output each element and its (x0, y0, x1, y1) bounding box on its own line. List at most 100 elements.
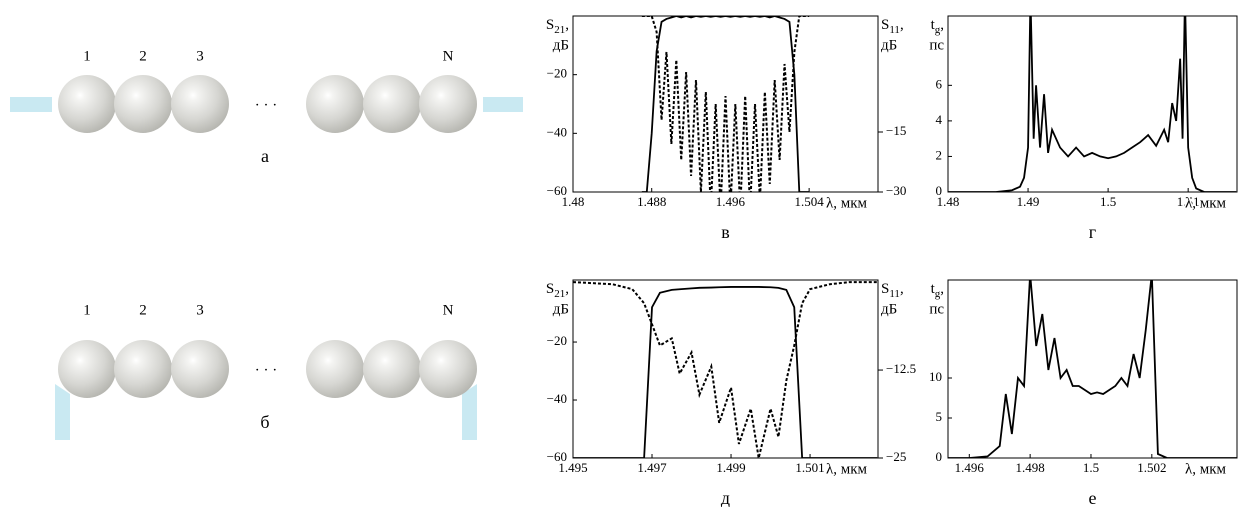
y-tick-label: −40 (547, 124, 567, 139)
x-tick-label: 1.499 (716, 460, 745, 475)
y-tick-label: 0 (936, 183, 943, 198)
axis-label: tg, (931, 281, 944, 299)
resonators (58, 75, 477, 133)
y-tick-label: 6 (936, 76, 943, 91)
axis-symbol: t (931, 17, 936, 33)
caption: в (721, 222, 730, 242)
x-tick-label: 1.502 (1137, 460, 1166, 475)
y-tick-label: −60 (547, 449, 567, 464)
x-tick-label: 1.49 (1017, 194, 1040, 209)
axis-symbol: S (881, 281, 889, 297)
caption: е (1089, 488, 1097, 507)
diagram: 1 2 3 N · · · а (10, 48, 523, 166)
caption: г (1089, 222, 1096, 242)
x-tick-label: 1.5 (1083, 460, 1099, 475)
axis-subscript: 21 (554, 24, 565, 36)
caption: б (260, 412, 269, 432)
x-tick-label: 1.51 (1177, 194, 1200, 209)
x-tick-label: 1.48 (562, 194, 585, 209)
y-tick-label: −40 (547, 391, 567, 406)
resonator-label: 2 (139, 302, 147, 318)
resonator-label: N (443, 48, 454, 64)
plot-frame (947, 15, 1238, 193)
axis-suffix: , (565, 281, 569, 297)
axis-suffix: , (900, 17, 904, 33)
resonator-label: 1 (83, 302, 91, 318)
resonator-label: 3 (196, 302, 204, 318)
x-tick-label: 1.488 (637, 194, 666, 209)
x-tick-label: 1.497 (637, 460, 667, 475)
axis-subscript: 21 (554, 288, 565, 300)
y-tick-label: 5 (936, 409, 943, 424)
axis-label: S21, (546, 281, 569, 299)
axis-unit: пс (929, 37, 944, 53)
data-line (573, 281, 878, 458)
resonators (58, 340, 477, 398)
x-tick-label: 1.495 (558, 460, 587, 475)
data-line (948, 16, 1237, 192)
waveguide (483, 97, 523, 112)
axis-symbol: S (546, 17, 554, 33)
y-tick-label: −60 (547, 183, 567, 198)
y-tick-label: −20 (547, 66, 567, 81)
resonator-label: 1 (83, 48, 91, 64)
y-tick-label: 2 (936, 147, 943, 162)
chart: 1.496 1.498 1.5 1.502 0 5 10 tg, пс λ, мкм е (929, 279, 1238, 507)
x-tick-label: 1.496 (955, 460, 985, 475)
plot-frame (947, 279, 1238, 459)
plot-frame (572, 279, 879, 459)
x-tick-label: 1.504 (795, 194, 825, 209)
waveguide (10, 97, 52, 112)
chart: 1.495 1.497 1.499 1.501−60−40−20−25−12.5S21… (546, 279, 916, 507)
data-line (641, 16, 810, 192)
x-axis-label: λ, мкм (826, 195, 868, 211)
axis-label: S11, (881, 281, 904, 299)
axis-unit: дБ (553, 37, 569, 53)
axis-unit: дБ (881, 37, 897, 53)
x-tick-label: 1.498 (1016, 460, 1045, 475)
x-axis-label: λ, мкм (826, 461, 868, 477)
ellipsis: · · · (255, 362, 278, 378)
axis-symbol: t (931, 281, 936, 297)
axis-subscript: 11 (889, 24, 900, 36)
axis-label: S11, (881, 17, 904, 35)
caption: а (261, 146, 269, 166)
data-line (641, 16, 810, 192)
ellipsis: · · · (255, 97, 278, 113)
x-tick-label: 1.5 (1100, 194, 1116, 209)
resonator-label: 2 (139, 48, 147, 64)
axis-subscript: 11 (889, 288, 900, 300)
y2-tick-label: −12.5 (886, 361, 916, 376)
axis-unit: дБ (553, 301, 569, 317)
y-tick-label: 0 (936, 449, 943, 464)
x-tick-label: 1.496 (716, 194, 746, 209)
resonator-label: 3 (196, 48, 204, 64)
axis-label: S21, (546, 17, 569, 35)
axis-unit: пс (929, 301, 944, 317)
axis-suffix: , (565, 17, 569, 33)
x-axis-label: λ, мкм (1185, 195, 1227, 211)
chart: 1.48 1.49 1.5 1.51 0 2 4 6 tg, пс λ, мкм г (929, 15, 1238, 242)
resonator-label: N (443, 302, 454, 318)
y2-tick-label: −25 (886, 449, 906, 464)
y2-tick-label: −30 (886, 183, 906, 198)
waveguide (462, 384, 477, 440)
data-line (948, 280, 1237, 458)
chart: 1.48 1.488 1.496 1.504−60−40−20−30−15S21,дБ… (546, 15, 906, 242)
axis-symbol: S (881, 17, 889, 33)
axis-suffix: , (940, 281, 944, 297)
y-tick-label: 10 (929, 369, 942, 384)
caption: д (721, 488, 730, 507)
axis-suffix: , (940, 17, 944, 33)
x-tick-label: 1.501 (795, 460, 824, 475)
waveguide (55, 384, 70, 440)
plot-frame (572, 15, 879, 193)
axis-unit: дБ (881, 301, 897, 317)
data-line (573, 286, 878, 458)
axis-subscript: g (935, 24, 941, 36)
axis-suffix: , (900, 281, 904, 297)
y2-tick-label: −15 (886, 123, 906, 138)
axis-subscript: g (935, 288, 941, 300)
y-tick-label: −20 (547, 333, 567, 348)
